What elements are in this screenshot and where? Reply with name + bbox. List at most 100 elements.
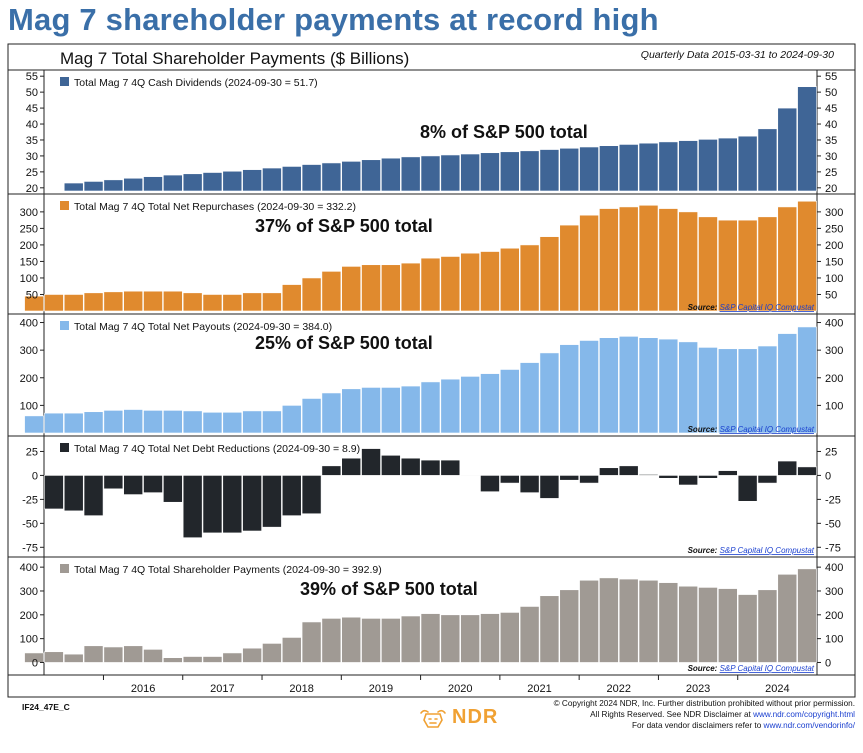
y-tick-label: 25 [26, 167, 38, 179]
bar [143, 290, 163, 312]
bar [797, 568, 817, 663]
panel-annotation: 39% of S&P 500 total [300, 579, 478, 599]
panel-frame [7, 556, 856, 676]
bar [202, 656, 223, 663]
y-tick-label: 100 [20, 634, 38, 646]
panel-annotation: 8% of S&P 500 total [420, 122, 588, 142]
bar [440, 459, 461, 476]
y-tick-label: 300 [20, 207, 38, 219]
legend-swatch [60, 321, 69, 330]
panel-annotation: 25% of S&P 500 total [255, 333, 433, 353]
x-tick-label: 2023 [686, 683, 710, 695]
bar [480, 152, 500, 192]
y-tick-label: 250 [825, 223, 843, 235]
y-tick-label: 40 [825, 119, 837, 131]
bar [559, 475, 580, 481]
y-tick-label: 200 [20, 240, 38, 252]
bar [658, 208, 679, 312]
bar [777, 573, 798, 663]
legend-entry: Total Mag 7 4Q Total Shareholder Payment… [74, 564, 382, 576]
bar [24, 295, 44, 312]
bar [301, 277, 322, 312]
bar [519, 150, 540, 192]
x-tick-label: 2018 [289, 683, 313, 695]
y-tick-label: 30 [825, 151, 837, 163]
y-tick-label: 35 [825, 135, 837, 147]
bar [460, 475, 480, 477]
bar [797, 466, 817, 476]
x-tick-label: 2024 [765, 683, 789, 695]
vendor-info-link[interactable]: www.ndr.com/vendorinfo/ [763, 721, 855, 730]
bar [202, 294, 223, 312]
bar [440, 614, 461, 663]
bar [499, 612, 520, 663]
x-tick-label: 2016 [131, 683, 155, 695]
bar [400, 615, 421, 663]
legend-entry: Total Mag 7 4Q Cash Dividends (2024-09-3… [74, 77, 318, 89]
source-note: Source: S&P Capital IQ Compustat [688, 546, 815, 555]
bar [480, 373, 500, 434]
bar [321, 465, 342, 476]
bar [83, 475, 104, 516]
y-tick-label: 50 [26, 289, 38, 301]
bar [638, 142, 659, 192]
bar [163, 657, 183, 663]
bar [519, 362, 540, 434]
bar [103, 646, 124, 663]
bar [559, 344, 580, 434]
bar [262, 475, 282, 528]
bar [24, 652, 44, 663]
bar [678, 140, 698, 192]
bar [341, 457, 362, 476]
bar [123, 290, 144, 312]
bar [44, 294, 64, 312]
x-tick-label: 2017 [210, 683, 234, 695]
bar [559, 224, 580, 312]
bar [63, 475, 84, 512]
bar [519, 606, 540, 663]
bar [341, 388, 362, 434]
bar [519, 475, 540, 493]
source-note: Source: S&P Capital IQ Compustat [688, 425, 815, 434]
bar [163, 290, 183, 312]
bar [63, 294, 84, 312]
bar [163, 475, 183, 503]
bar [678, 475, 698, 486]
y-tick-label: 100 [20, 400, 38, 412]
bar [539, 595, 560, 663]
bar [202, 172, 223, 192]
bar [499, 151, 520, 192]
y-tick-label: -25 [825, 494, 841, 506]
bar [698, 587, 718, 663]
source-note: Source: S&P Capital IQ Compustat [688, 303, 815, 312]
y-tick-label: 100 [825, 634, 843, 646]
bar [143, 475, 163, 493]
bar [321, 162, 342, 192]
chart-title: Mag 7 Total Shareholder Payments ($ Bill… [60, 49, 409, 68]
bar [83, 181, 104, 192]
y-tick-label: 200 [20, 610, 38, 622]
bar [559, 589, 580, 663]
bar [262, 167, 282, 192]
bar [182, 656, 203, 663]
ndr-logo: NDR [418, 706, 498, 729]
bar [242, 169, 262, 192]
bar [281, 637, 302, 663]
bar [757, 475, 778, 484]
y-tick-label: 30 [26, 151, 38, 163]
bar [499, 369, 520, 434]
bar [381, 157, 401, 192]
bar [182, 292, 203, 312]
y-tick-label: 0 [32, 470, 38, 482]
bar [262, 410, 282, 434]
legend-swatch [60, 564, 69, 573]
y-tick-label: 200 [20, 373, 38, 385]
bar [579, 340, 599, 434]
y-tick-label: 50 [825, 289, 837, 301]
bar [698, 139, 718, 192]
y-tick-label: 20 [825, 183, 837, 195]
bar [242, 647, 262, 663]
copyright-link[interactable]: www.ndr.com/copyright.html [753, 710, 855, 719]
footer-disclaimer: © Copyright 2024 NDR, Inc. Further distr… [554, 698, 855, 731]
y-tick-label: 300 [825, 207, 843, 219]
